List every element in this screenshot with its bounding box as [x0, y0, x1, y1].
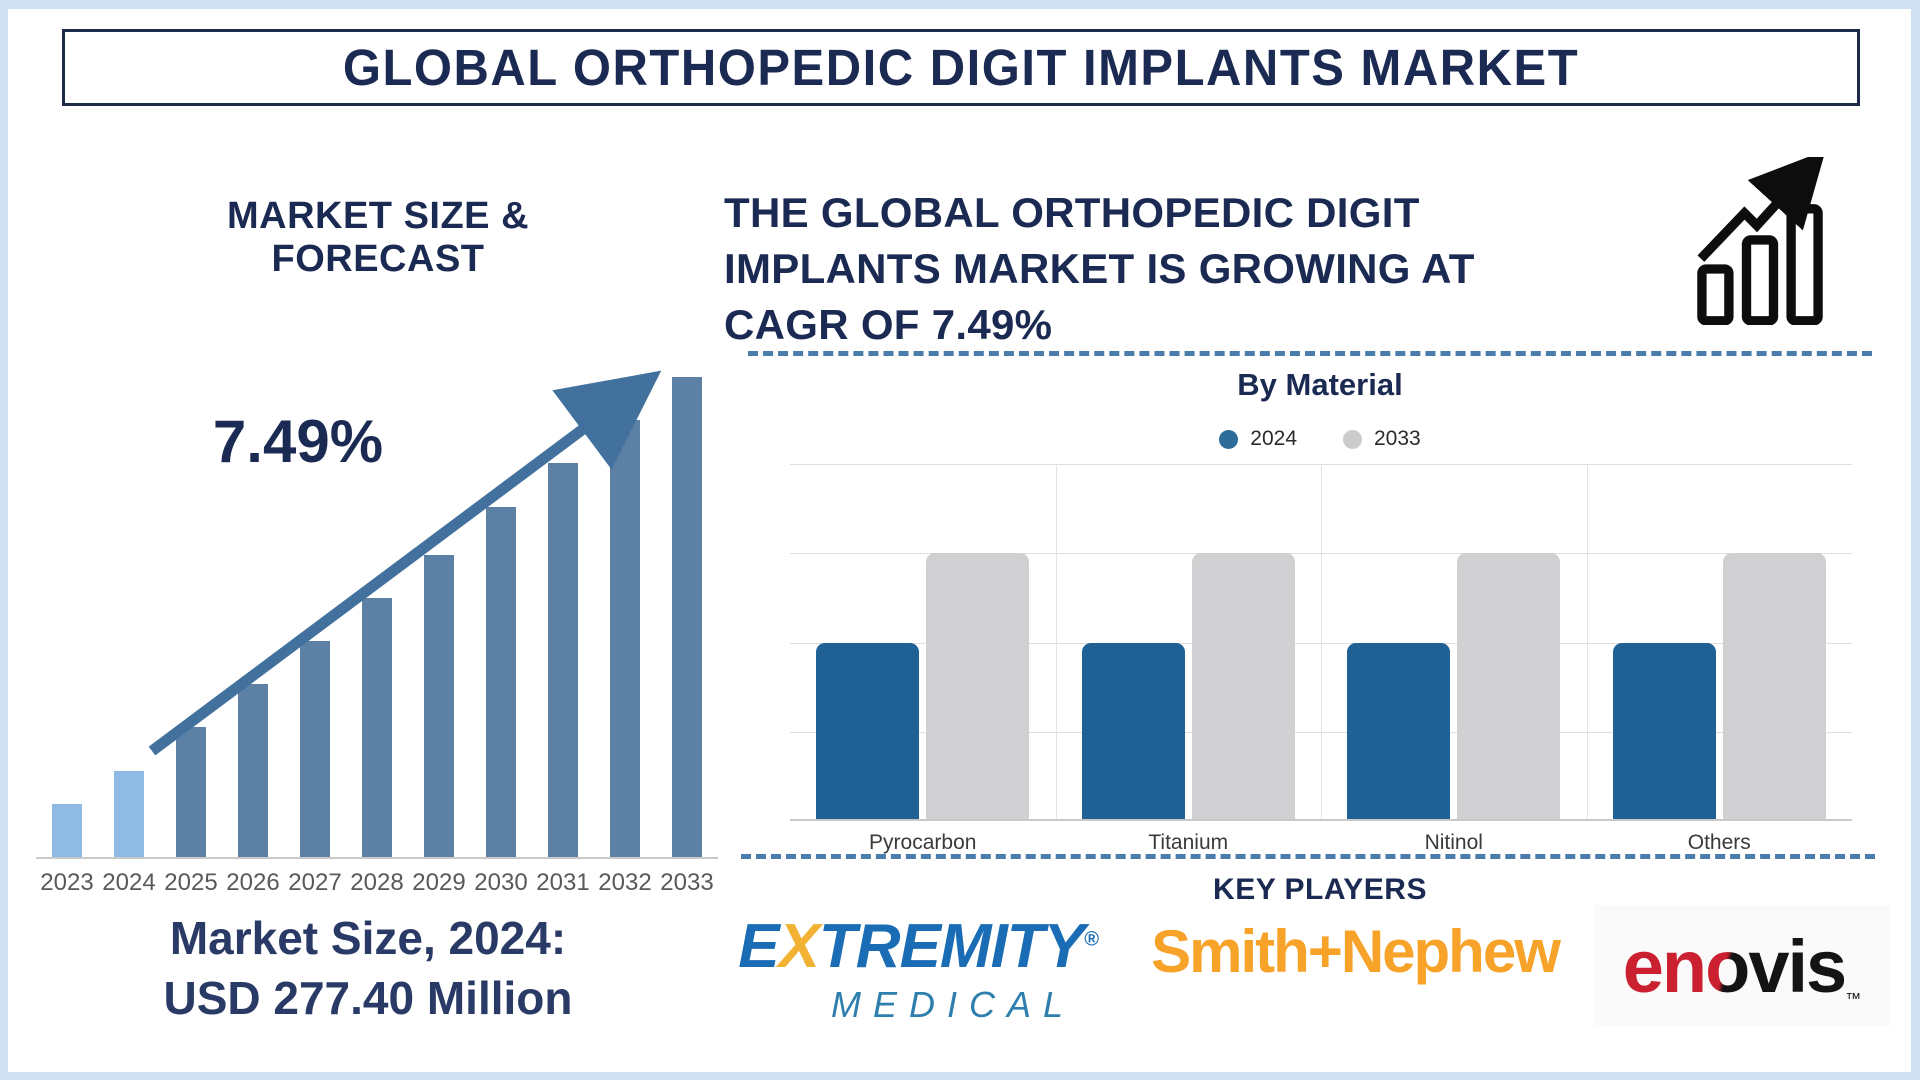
- year-tick-label: 2030: [474, 869, 528, 896]
- gridline-vertical: [1055, 464, 1057, 821]
- material-group-pyrocarbon: [790, 464, 1056, 821]
- forecast-bar-column: [408, 377, 470, 857]
- material-category-label: Others: [1687, 831, 1751, 854]
- year-tick-label: 2033: [660, 869, 714, 896]
- year-tick-label: 2027: [288, 869, 342, 896]
- material-category-label: Pyrocarbon: [869, 831, 977, 854]
- forecast-chart-heading: MARKET SIZE & FORECAST: [226, 195, 530, 280]
- key-players-heading: KEY PLAYERS: [1213, 873, 1427, 906]
- forecast-bar-2030: [486, 506, 516, 857]
- material-bar-nitinol-2024: [1347, 642, 1451, 821]
- enovis-wordmark: enovis: [1622, 924, 1847, 1009]
- material-group-others: [1587, 464, 1853, 821]
- registered-mark: ®: [1084, 928, 1099, 951]
- year-tick-label: 2031: [536, 869, 590, 896]
- market-size-caption-line2: USD 277.40 Million: [163, 971, 573, 1024]
- forecast-bar-column: [656, 377, 718, 857]
- legend-item-2024: 2024: [1219, 427, 1297, 451]
- enovis-vis: vis: [1748, 924, 1847, 1008]
- dashed-divider-top: [748, 351, 1872, 356]
- forecast-bar-column: [284, 377, 346, 857]
- forecast-bar-2025: [176, 727, 206, 857]
- forecast-bar-2029: [424, 554, 454, 857]
- extremity-rest: TREMITY: [818, 912, 1085, 981]
- by-material-heading: By Material: [1237, 367, 1403, 402]
- forecast-bar-column: [594, 377, 656, 857]
- material-bar-titanium-2033: [1191, 553, 1295, 821]
- year-tick-label: 2025: [164, 869, 218, 896]
- forecast-bar-column: [98, 377, 160, 857]
- page-title: GLOBAL ORTHOPEDIC DIGIT IMPLANTS MARKET: [342, 39, 1580, 96]
- title-banner: GLOBAL ORTHOPEDIC DIGIT IMPLANTS MARKET: [62, 29, 1860, 106]
- gridline-vertical: [1321, 464, 1322, 821]
- legend-label: 2033: [1374, 427, 1421, 450]
- extremity-medical-logo: EXTREMITY® MEDICAL: [708, 911, 1128, 1026]
- forecast-bar-column: [222, 377, 284, 857]
- material-bar-others-2033: [1722, 553, 1826, 821]
- growth-statement-line3: CAGR OF 7.49%: [724, 300, 1053, 348]
- material-bar-pyrocarbon-2024: [816, 642, 920, 821]
- enovis-logo: enovis ™: [1594, 905, 1890, 1027]
- forecast-bar-2032: [610, 420, 640, 857]
- material-group-titanium: [1056, 464, 1322, 821]
- forecast-bar-column: [470, 377, 532, 857]
- material-legend: 2024 2033: [1070, 427, 1570, 451]
- growth-statement: THE GLOBAL ORTHOPEDIC DIGIT IMPLANTS MAR…: [724, 185, 1584, 353]
- material-category-axis: Pyrocarbon Titanium Nitinol Others: [790, 831, 1852, 855]
- forecast-bar-2026: [238, 684, 268, 857]
- forecast-bar-column: [532, 377, 594, 857]
- year-tick-label: 2029: [412, 869, 466, 896]
- year-tick-label: 2032: [598, 869, 652, 896]
- year-tick-label: 2023: [40, 869, 94, 896]
- material-chart-baseline: [790, 819, 1852, 821]
- forecast-bar-column: [346, 377, 408, 857]
- forecast-bar-2024: [114, 770, 144, 857]
- material-bar-pyrocarbon-2033: [926, 553, 1030, 821]
- growth-statement-line1: THE GLOBAL ORTHOPEDIC DIGIT: [724, 189, 1420, 236]
- year-tick-label: 2028: [350, 869, 404, 896]
- forecast-bar-column: [160, 377, 222, 857]
- market-size-caption: Market Size, 2024: USD 277.40 Million: [48, 909, 688, 1029]
- dashed-divider-bottom: [741, 854, 1875, 859]
- enovis-o: o: [1705, 924, 1750, 1008]
- forecast-bar-2023: [52, 804, 82, 857]
- legend-label: 2024: [1250, 427, 1297, 450]
- legend-dot-icon: [1343, 429, 1362, 449]
- legend-dot-icon: [1219, 429, 1239, 449]
- forecast-bar-2031: [548, 463, 578, 857]
- forecast-bar-chart: [36, 377, 718, 859]
- market-size-caption-line1: Market Size, 2024:: [169, 912, 567, 964]
- forecast-bar-2028: [362, 597, 392, 857]
- forecast-bar-column: [36, 377, 98, 857]
- extremity-wordmark: EXTREMITY®: [708, 911, 1128, 982]
- extremity-x: X: [778, 912, 820, 981]
- material-bars: [790, 464, 1852, 821]
- year-tick-label: 2026: [226, 869, 280, 896]
- year-tick-label: 2024: [102, 869, 156, 896]
- material-bar-nitinol-2033: [1457, 553, 1561, 821]
- growth-chart-icon: [1697, 157, 1826, 325]
- material-group-nitinol: [1321, 464, 1587, 821]
- forecast-bar-2027: [300, 641, 330, 857]
- material-category-label: Titanium: [1148, 831, 1229, 854]
- material-bar-chart: [790, 464, 1852, 821]
- material-bar-titanium-2024: [1081, 642, 1185, 821]
- content-canvas: GLOBAL ORTHOPEDIC DIGIT IMPLANTS MARKET …: [8, 9, 1911, 1072]
- trademark-mark: ™: [1845, 991, 1862, 1008]
- material-bar-others-2024: [1612, 642, 1716, 821]
- extremity-e: E: [738, 912, 779, 981]
- gridline-vertical: [1586, 464, 1588, 821]
- growth-statement-line2: IMPLANTS MARKET IS GROWING AT: [724, 244, 1475, 292]
- forecast-year-axis: 2023 2024 2025 2026 2027 2028 2029 2030 2031 2032…: [36, 869, 718, 897]
- forecast-bar-2033: [672, 377, 702, 857]
- material-category-label: Nitinol: [1424, 831, 1483, 854]
- enovis-en: en: [1622, 924, 1707, 1008]
- smith-nephew-logo: Smith+Nephew: [1151, 918, 1561, 985]
- legend-item-2033: 2033: [1343, 427, 1421, 451]
- extremity-medical-word: MEDICAL: [830, 984, 1076, 1025]
